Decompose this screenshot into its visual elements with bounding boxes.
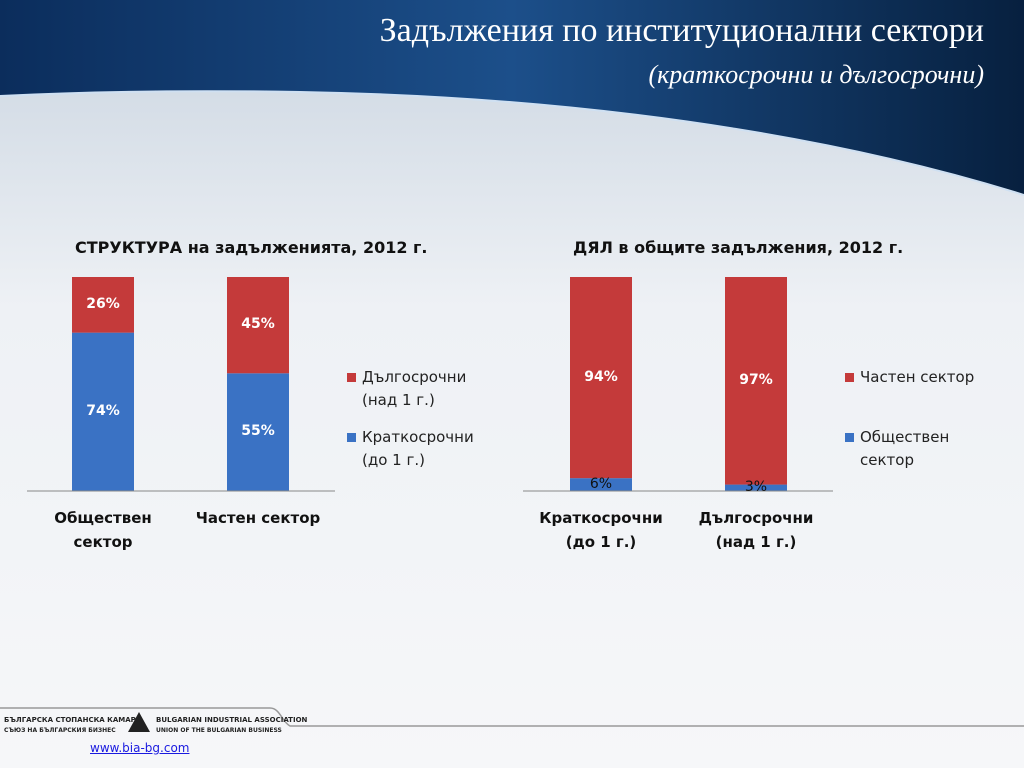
legend-swatch (845, 373, 854, 382)
legend-label: Частен сектор (860, 368, 975, 386)
x-tick-label: Частен сектор (195, 509, 321, 527)
value-label: 6% (589, 475, 613, 492)
bar-segment (570, 478, 632, 491)
value-label: 55% (241, 423, 275, 440)
bar-segment (227, 373, 289, 491)
x-tick-label: Краткосрочни (до 1 г.) (539, 509, 663, 551)
logo (128, 712, 150, 732)
bar-segment (72, 277, 134, 333)
bar-segment (725, 484, 787, 491)
slide-title: Задължения по институционални сектори (379, 12, 984, 49)
value-label: 94% (584, 368, 618, 385)
org-bg: БЪЛГАРСКА СТОПАНСКА КАМАРА (4, 716, 142, 724)
website-link[interactable]: www.bia-bg.com (90, 741, 190, 755)
value-label: 3% (744, 478, 768, 495)
header-band (0, 0, 1024, 195)
union-bg: СЪЮЗ НА БЪЛГАРСКИЯ БИЗНЕС (4, 727, 116, 734)
value-label: 97% (739, 371, 773, 388)
value-label: 26% (86, 295, 120, 312)
legend-swatch (347, 433, 356, 442)
value-label: 74% (86, 402, 120, 419)
x-tick-label: Обществен сектор (54, 509, 152, 551)
union-en: UNION OF THE BULGARIAN BUSINESS (156, 727, 282, 734)
legend-label: Краткосрочни (до 1 г.) (362, 428, 474, 469)
x-tick-label: Дългосрочни (над 1 г.) (698, 509, 814, 551)
footer-line (0, 707, 1024, 727)
legend-label: Дългосрочни (над 1 г.) (362, 368, 467, 409)
header-curve (0, 90, 1024, 196)
chart-title: ДЯЛ в общите задължения, 2012 г. (573, 238, 904, 257)
slide-subtitle: (краткосрочни и дългосрочни) (648, 60, 984, 89)
legend-label: Обществен сектор (860, 428, 950, 469)
value-label: 45% (241, 316, 275, 333)
legend-swatch (347, 373, 356, 382)
legend-swatch (845, 433, 854, 442)
chart-title: СТРУКТУРА на задълженията, 2012 г. (75, 238, 428, 257)
bar-segment (227, 277, 289, 374)
org-en: BULGARIAN INDUSTRIAL ASSOCIATION (156, 716, 308, 724)
bar-segment (570, 277, 632, 479)
bar-segment (72, 332, 134, 491)
bar-segment (725, 277, 787, 485)
